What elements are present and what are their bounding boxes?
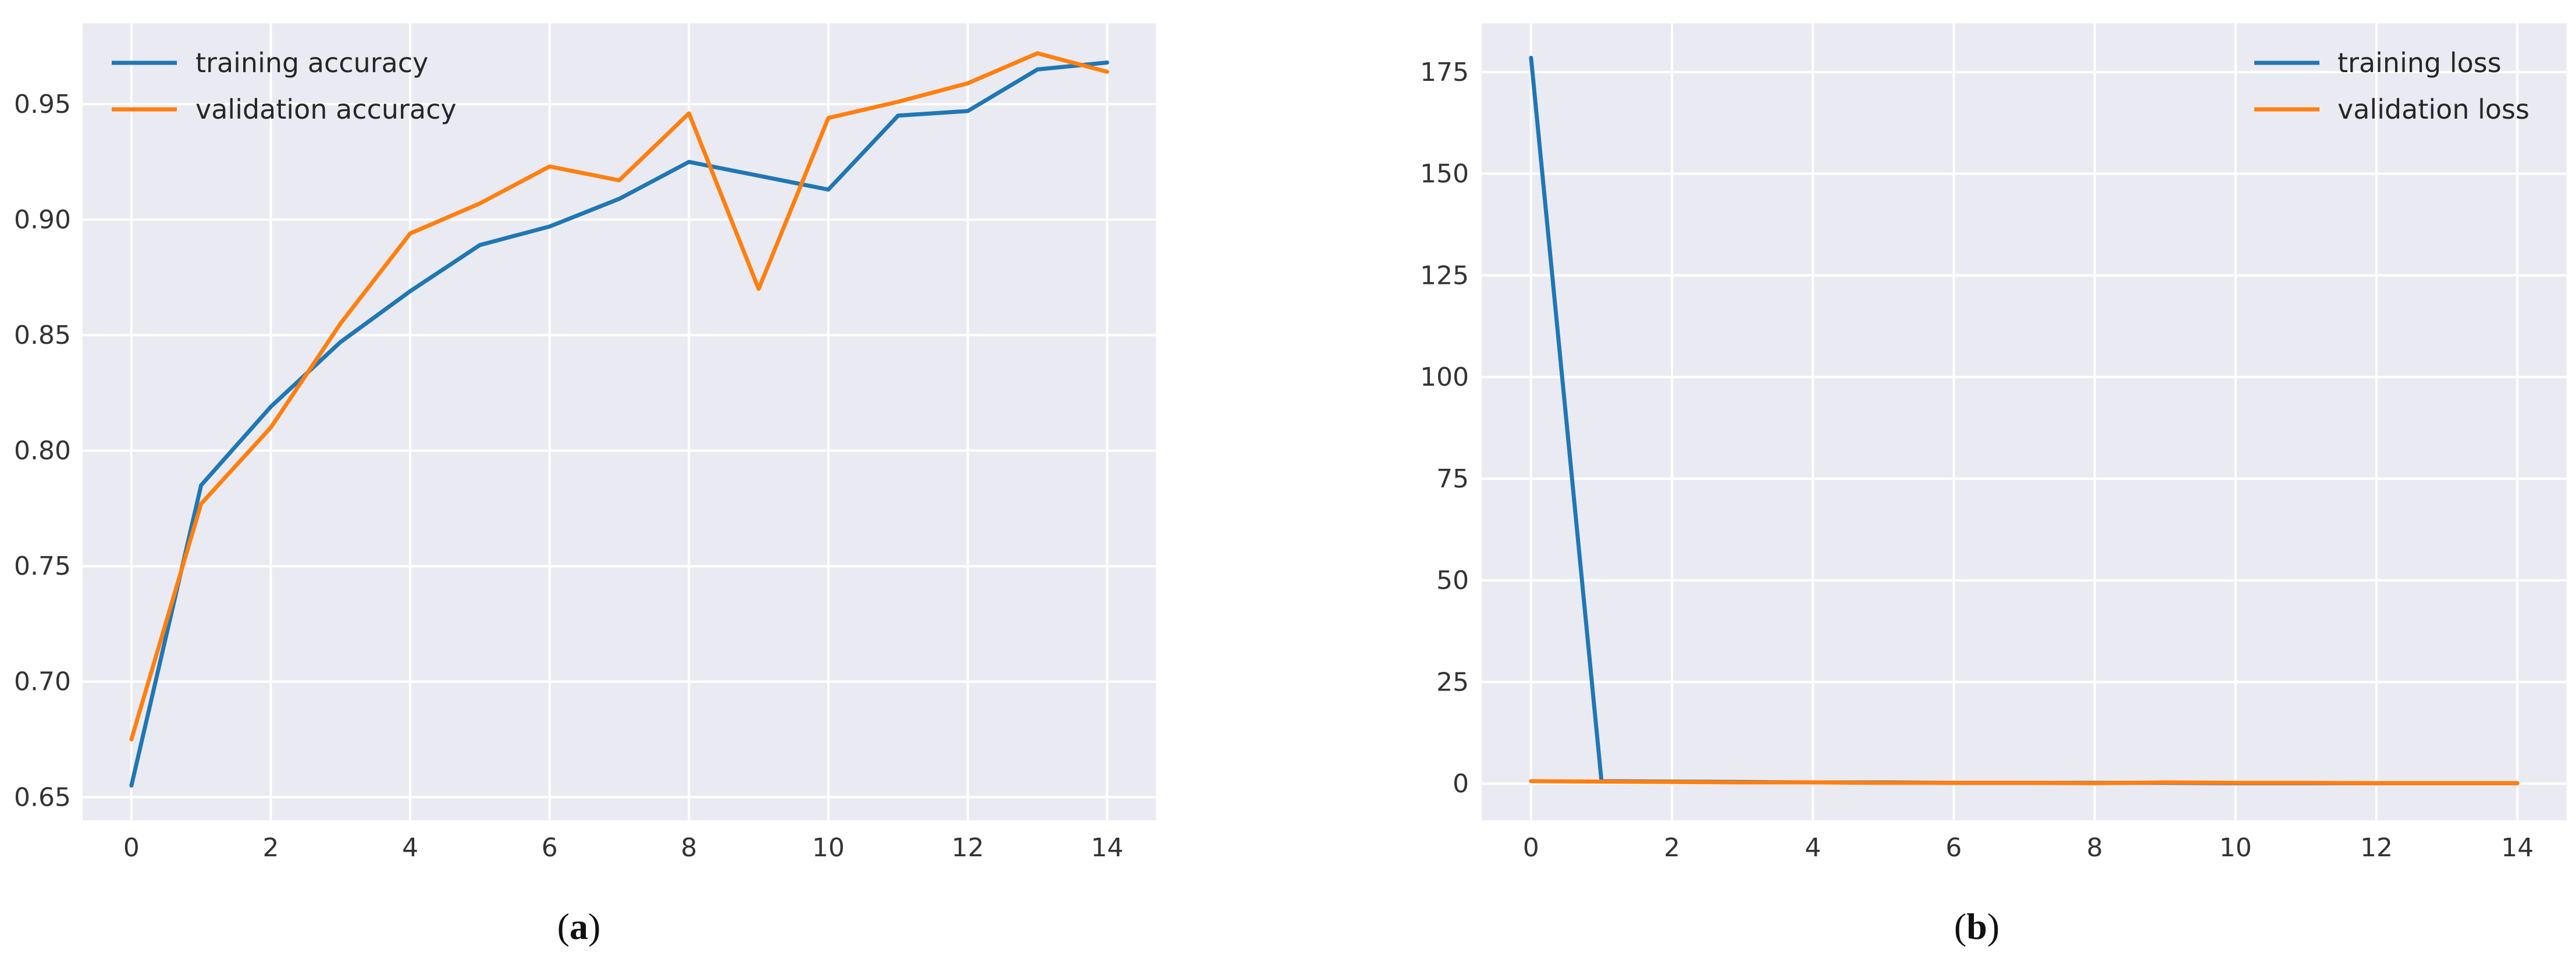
accuracy-chart: 0 2 4 6 8 10 12 14 0.65 0.70 0.75 0.80 0.85 0.90 0.95 t… — [14, 23, 1156, 863]
legend: training accuracy validation accuracy — [112, 47, 457, 125]
y-tick-label: 25 — [1436, 667, 1469, 697]
series-line-validation-loss — [1529, 779, 2520, 785]
y-tick-label: 100 — [1420, 362, 1469, 392]
y-tick-label: 0 — [1453, 769, 1469, 799]
legend-label: training loss — [2337, 47, 2502, 79]
x-tick-label: 0 — [1523, 833, 1539, 863]
legend-label: training accuracy — [195, 47, 428, 79]
loss-chart: 0 2 4 6 8 10 12 14 0 25 50 75 100 125 150 175 training l… — [1420, 23, 2567, 863]
x-tick-label: 2 — [262, 833, 279, 863]
x-tick-label: 10 — [2219, 833, 2252, 863]
x-tick-label: 12 — [2360, 833, 2393, 863]
x-tick-label: 4 — [402, 833, 418, 863]
y-tick-label: 0.80 — [14, 436, 71, 466]
y-tick-label: 0.95 — [14, 90, 71, 119]
y-tick-label: 75 — [1436, 464, 1469, 494]
x-tick-label: 6 — [542, 833, 558, 863]
y-tick-label: 150 — [1420, 159, 1469, 189]
x-tick-label: 12 — [952, 833, 984, 863]
x-tick-label: 10 — [812, 833, 845, 863]
x-tick-label: 6 — [1945, 833, 1962, 863]
plot-area — [83, 23, 1156, 820]
y-tick-label: 0.90 — [14, 205, 71, 235]
x-tick-label: 2 — [1664, 833, 1680, 863]
y-tick-label: 0.85 — [14, 321, 71, 350]
y-tick-label: 0.65 — [14, 782, 71, 812]
x-tick-label: 8 — [2087, 833, 2103, 863]
caption-a-letter: a — [570, 906, 588, 947]
legend: training loss validation loss — [2254, 47, 2529, 125]
caption-a: (a) — [557, 906, 601, 947]
plot-area — [1482, 23, 2567, 820]
x-tick-label: 4 — [1805, 833, 1821, 863]
caption-b: (b) — [1954, 906, 1999, 947]
y-tick-label: 0.70 — [14, 667, 71, 697]
series-line-validation-accuracy — [129, 51, 1109, 742]
x-tick-label: 0 — [123, 833, 140, 863]
y-tick-label: 0.75 — [14, 551, 71, 581]
x-tick-label: 14 — [1091, 833, 1123, 863]
legend-label: validation accuracy — [195, 94, 457, 125]
y-tick-label: 175 — [1420, 58, 1469, 87]
series-line-training-accuracy — [129, 60, 1109, 788]
x-tick-label: 14 — [2501, 833, 2534, 863]
y-tick-label: 125 — [1420, 261, 1469, 290]
legend-label: validation loss — [2337, 94, 2529, 125]
caption-b-letter: b — [1966, 906, 1987, 947]
x-tick-label: 8 — [681, 833, 697, 863]
y-tick-label: 50 — [1436, 566, 1469, 596]
